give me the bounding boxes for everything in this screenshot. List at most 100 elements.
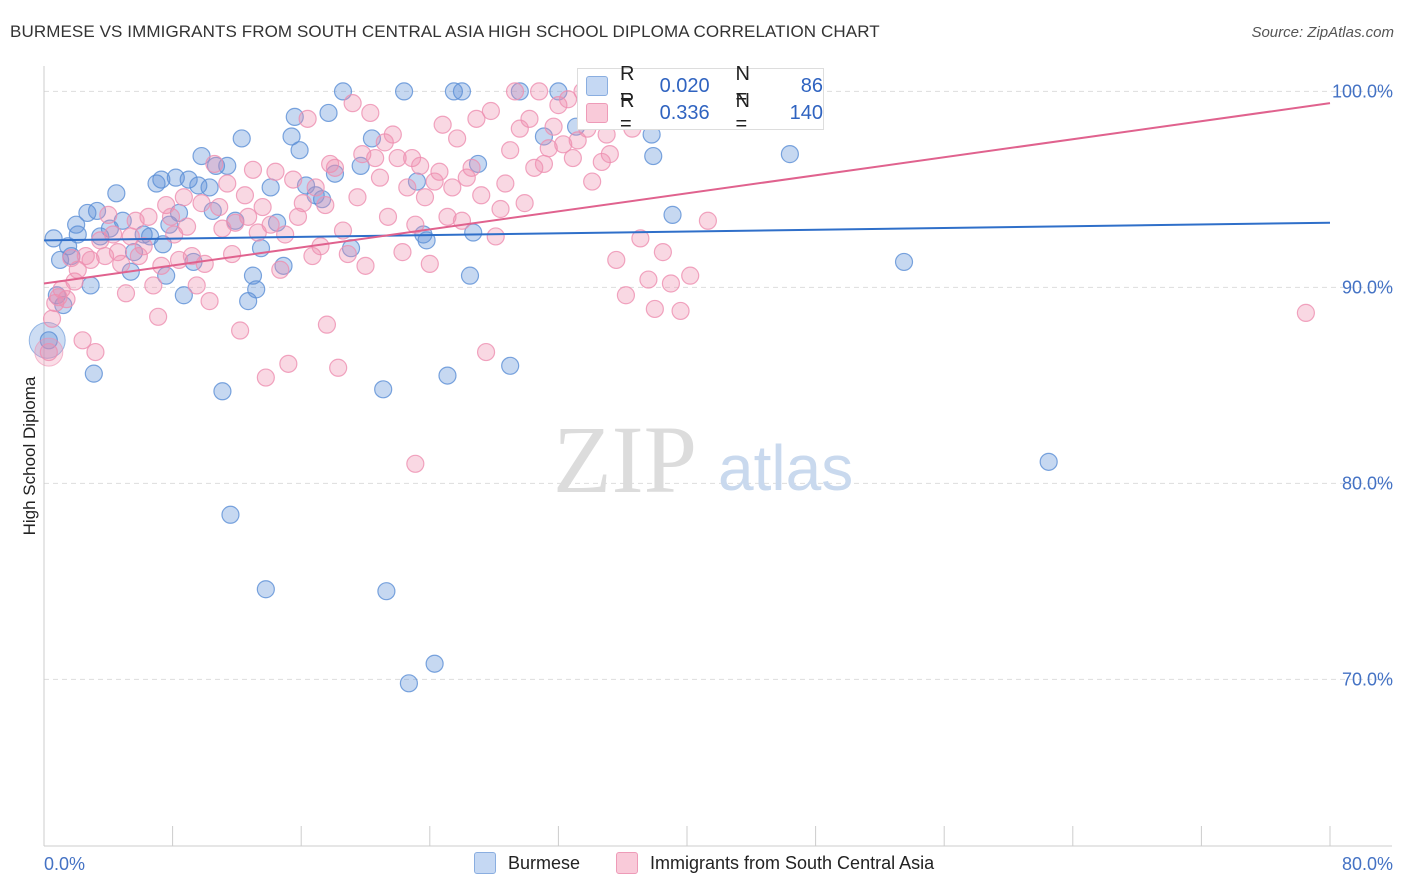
sca-point (425, 172, 444, 191)
x-tick-label: 0.0% (44, 854, 85, 874)
sca-point (42, 309, 62, 328)
sca-point (279, 354, 298, 373)
legend-n-value: 140 (789, 101, 824, 124)
sca-point (406, 454, 425, 473)
sca-point (192, 194, 211, 213)
sca-point (520, 109, 539, 128)
burmese-point (179, 170, 198, 189)
watermark-atlas: atlas (718, 432, 853, 504)
burmese-point (325, 164, 345, 183)
sca-point (288, 207, 308, 226)
burmese-point (232, 129, 251, 148)
sca-point (645, 299, 664, 319)
burmese-point (394, 82, 414, 101)
sca-point (433, 115, 452, 134)
sca-point (388, 148, 407, 168)
sca-point (681, 266, 700, 285)
burmese-point (319, 103, 338, 123)
burmese-point (261, 178, 280, 197)
burmese-point (152, 170, 171, 189)
sca-point (34, 337, 64, 367)
legend-n-label: N = (735, 63, 750, 108)
sca-point (486, 227, 505, 246)
sca-point (370, 168, 390, 187)
sca-point (554, 135, 573, 154)
sca-point (661, 274, 681, 293)
bottom-legend-swatch-burmese (474, 852, 496, 874)
bottom-legend-swatch-sca (616, 852, 638, 874)
burmese-point (174, 286, 193, 305)
legend-r-value: 0.020 (659, 74, 710, 97)
sca-point (266, 162, 285, 181)
sca-point (671, 301, 690, 321)
legend-row-burmese: R = 0.020 N = 86 (586, 63, 823, 108)
burmese-point (256, 580, 275, 599)
sca-point (544, 117, 563, 136)
burmese-point (81, 276, 100, 295)
sca-point (568, 131, 587, 150)
sca-point (496, 174, 515, 193)
sca-point (356, 256, 375, 275)
burmese-point (189, 176, 208, 195)
burmese-point (534, 127, 554, 146)
sca-point (491, 199, 510, 219)
sca-point (549, 96, 568, 115)
burmese-point (50, 250, 70, 270)
stats-legend: R = 0.020 N = 86 R = 0.336 N = 140 (577, 63, 824, 135)
sca-point (276, 225, 295, 244)
legend-swatch-burmese (586, 76, 608, 96)
sca-point (205, 154, 224, 174)
sca-point (366, 148, 385, 168)
sca-point (81, 250, 100, 270)
sca-point (420, 254, 439, 273)
sca-point (222, 244, 242, 264)
sca-point (558, 90, 578, 109)
sca-point (325, 158, 345, 177)
sca-point (298, 109, 317, 128)
sca-point (631, 229, 650, 248)
sca-point (348, 188, 367, 207)
burmese-point (87, 201, 107, 221)
sca-point (149, 307, 168, 326)
sca-point (472, 186, 491, 205)
sca-point (393, 243, 412, 262)
x-tick-label: 80.0% (1342, 854, 1393, 874)
sca-point (411, 156, 430, 175)
burmese-point (243, 266, 263, 285)
sca-point (177, 217, 197, 236)
burmese-point (644, 146, 663, 166)
sca-point (235, 186, 255, 205)
sca-point (99, 205, 118, 224)
burmese-point (425, 654, 444, 673)
burmese-point (407, 172, 427, 191)
sca-point (607, 250, 626, 270)
sca-point (73, 331, 92, 350)
bottom-legend-item-sca: Immigrants from South Central Asia (616, 852, 934, 874)
sca-point (583, 172, 602, 191)
sca-point (200, 292, 219, 311)
source-label: Source: ZipAtlas.com (1251, 24, 1394, 41)
burmese-points (28, 82, 1058, 693)
sca-point (284, 170, 303, 189)
sca-point (383, 125, 402, 144)
sca-point (698, 211, 717, 230)
burmese-trend-line (43, 221, 1331, 242)
sca-point (293, 194, 312, 213)
burmese-point (333, 82, 353, 101)
sca-point (195, 254, 214, 273)
trend-lines (43, 102, 1331, 285)
burmese-point (438, 366, 457, 385)
burmese-point (1039, 452, 1058, 471)
sca-point (430, 162, 449, 181)
y-tick-label: 80.0% (1342, 473, 1393, 493)
burmese-point (28, 321, 66, 359)
sca-point (361, 103, 380, 123)
sca-point (243, 160, 263, 179)
sca-point (65, 272, 84, 291)
burmese-point (894, 252, 914, 272)
burmese-point (221, 505, 240, 524)
bottom-legend-label-sca: Immigrants from South Central Asia (650, 852, 935, 873)
sca-point (525, 158, 544, 177)
sca-point (343, 94, 362, 113)
